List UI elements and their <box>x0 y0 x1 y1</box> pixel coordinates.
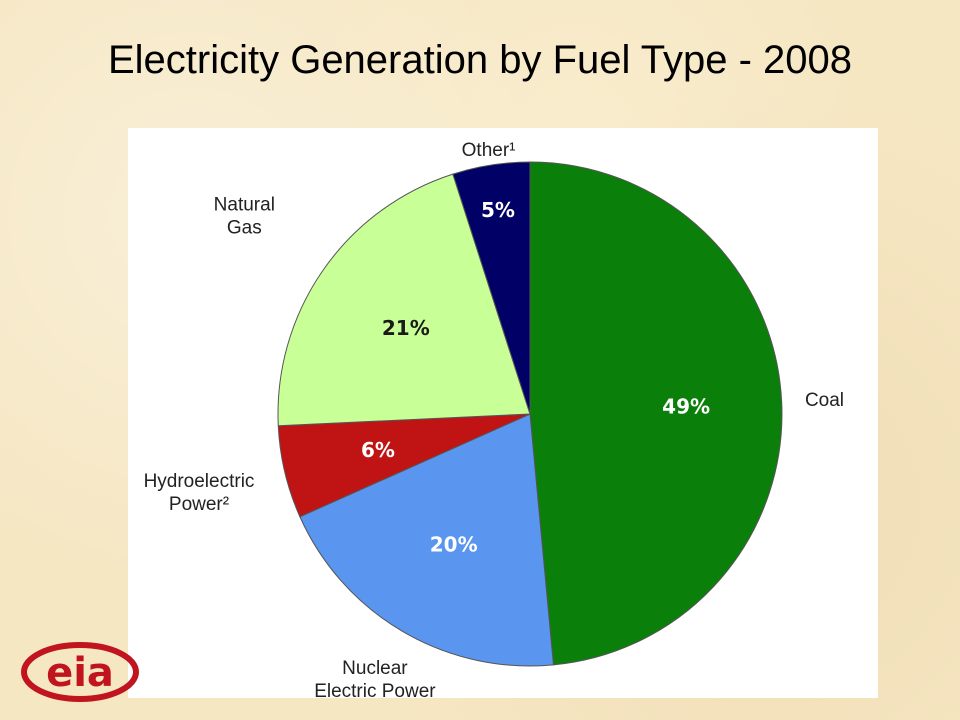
slice-category-label: Other¹ <box>462 140 516 161</box>
pie-slice-other <box>452 161 531 415</box>
slice-category-label: Nuclear Electric Power <box>314 658 436 698</box>
slice-category-label: Coal <box>805 390 844 411</box>
slice-value-label: 49% <box>662 395 710 419</box>
logo-ring <box>21 642 139 702</box>
logo-text: eia <box>46 650 114 696</box>
pie-slice-nuclear-electric-power <box>299 413 555 667</box>
slice-value-label: 21% <box>382 316 430 340</box>
slice-value-label: 5% <box>481 198 515 222</box>
slice-value-label: 6% <box>361 438 395 462</box>
pie-slice-natural-gas <box>277 173 531 427</box>
slice-category-label: Natural Gas <box>214 194 275 238</box>
pie-chart: 49% Coal 20% Nuclear Electric Power 6% Hydroel… <box>144 140 844 698</box>
slice-value-label: 20% <box>430 533 478 557</box>
chart-panel: 49% Coal 20% Nuclear Electric Power 6% Hydroel… <box>128 128 878 698</box>
eia-logo: eia <box>21 642 139 702</box>
slice-category-label: Hydroelectric Power² <box>144 471 255 515</box>
pie-slice-coal <box>529 161 783 666</box>
chart-title: Electricity Generation by Fuel Type - 20… <box>107 38 853 82</box>
